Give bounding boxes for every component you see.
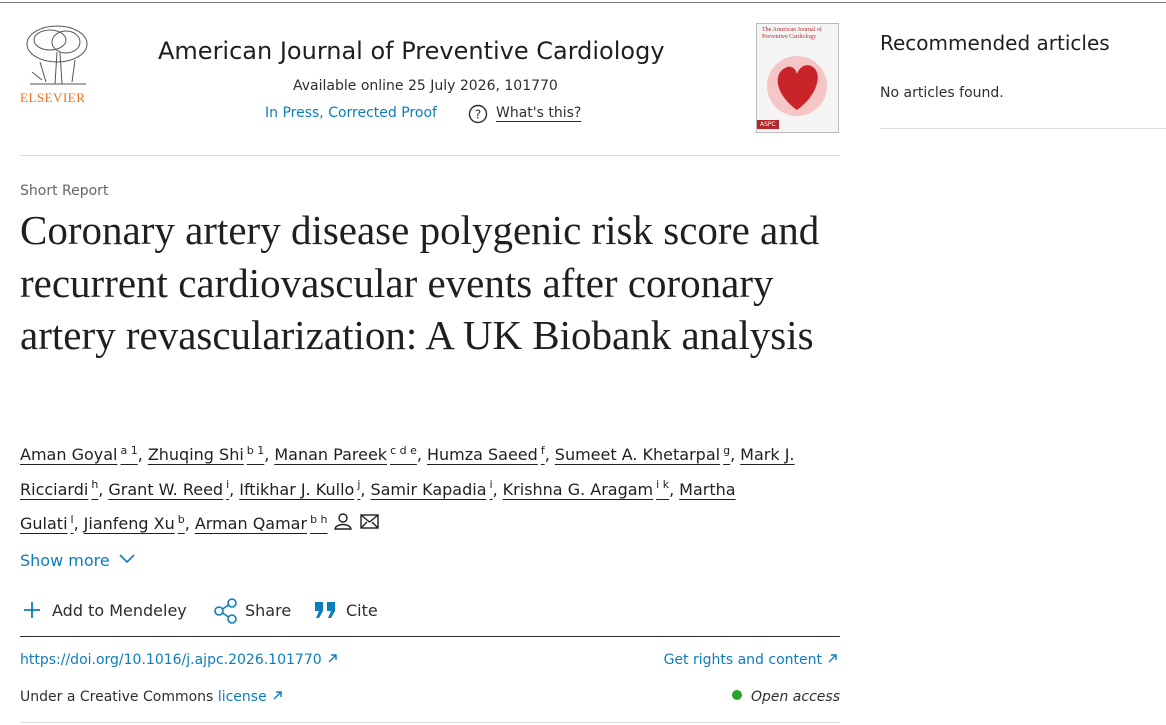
rights-link[interactable]: Get rights and content [664, 652, 840, 668]
top-border [0, 2, 1166, 3]
author-affiliation[interactable]: g [723, 444, 731, 457]
author-name[interactable]: Jianfeng Xu [83, 513, 175, 533]
author-name[interactable]: Zhuqing Shi [147, 445, 244, 465]
author-separator: , [730, 445, 736, 465]
external-icon [273, 691, 282, 700]
author-separator: , [416, 445, 422, 465]
author-separator: , [264, 445, 270, 465]
author-link[interactable]: Sumeet A. Khetarpal g [554, 444, 731, 465]
cover-heart [767, 56, 827, 116]
author-affiliation[interactable]: i [489, 478, 493, 492]
author-affiliation[interactable]: a 1 [120, 444, 138, 457]
author-separator: , [544, 445, 550, 465]
author-affiliation[interactable]: l [70, 512, 74, 526]
action-cite[interactable]: Cite [346, 601, 378, 620]
open-access-dot [731, 690, 742, 700]
author-link[interactable]: Grant W. Reed i [108, 478, 230, 499]
chevron-icon [119, 554, 135, 564]
author-affiliation[interactable]: i k [656, 478, 670, 492]
author-link[interactable]: Samir Kapadia i [370, 478, 493, 499]
journal-cover[interactable]: The American Journal of Preventive Cardi… [756, 23, 839, 133]
author-name[interactable]: Martha Gulati [20, 479, 736, 533]
author-link[interactable]: Mark J. Ricciardi h [20, 445, 795, 498]
action-share[interactable]: Share [245, 601, 292, 620]
bottom-divider [20, 722, 840, 723]
author-affiliation[interactable]: f [540, 444, 545, 457]
article-status: In Press, Corrected Proof [265, 105, 437, 121]
author-name[interactable]: Mark J. Ricciardi [20, 445, 795, 499]
author-link[interactable]: Aman Goyal a 1 [20, 444, 138, 465]
cite-icon [315, 602, 335, 618]
author-name[interactable]: Arman Qamar [194, 513, 308, 533]
open-access-label: Open access [750, 689, 840, 705]
author-link[interactable]: Arman Qamar b h [194, 512, 380, 533]
svg-text:?: ? [475, 108, 481, 122]
author-affiliation[interactable]: c d e [390, 444, 417, 457]
plus-icon [24, 602, 40, 618]
license-line: Under a Creative Commons license [20, 689, 285, 705]
author-icons[interactable] [333, 512, 380, 532]
author-name[interactable]: Iftikhar J. Kullo [239, 479, 355, 499]
show-more-label[interactable]: Show more [20, 551, 110, 570]
author-name[interactable]: Samir Kapadia [370, 479, 487, 499]
author-link[interactable]: Krishna G. Aragam i k [502, 478, 670, 499]
author-affiliation[interactable]: b [177, 512, 185, 526]
available-online: Available online 25 July 2026, 101770 [293, 78, 558, 94]
license-link[interactable]: license [217, 689, 267, 705]
author-name[interactable]: Manan Pareek [274, 445, 388, 465]
author-name[interactable]: Humza Saeed [426, 445, 538, 465]
doi-link[interactable]: https://doi.org/10.1016/j.ajpc.2026.1017… [20, 652, 340, 668]
author-name[interactable]: Sumeet A. Khetarpal [554, 445, 721, 465]
author-affiliation[interactable]: h [91, 478, 99, 492]
author-separator: , [98, 479, 104, 499]
actions-divider [20, 636, 840, 637]
author-name[interactable]: Aman Goyal [20, 445, 118, 465]
author-affiliation[interactable]: b h [310, 512, 328, 526]
cover-title: The American Journal of Preventive Cardi… [762, 27, 822, 40]
author-link[interactable]: Martha Gulati l [20, 480, 736, 533]
author-link[interactable]: Manan Pareek c d e [274, 444, 417, 465]
author-affiliation[interactable]: i [226, 478, 230, 492]
author-separator: , [137, 445, 143, 465]
rights-text[interactable]: Get rights and content [663, 652, 822, 668]
publisher-logo[interactable] [20, 22, 94, 86]
external-icon [328, 654, 337, 663]
sidebar-divider [880, 128, 1166, 129]
share-icon [214, 598, 237, 624]
header-divider [20, 155, 840, 156]
whats-this-link[interactable]: What's this? [496, 105, 582, 121]
author-separator: , [360, 479, 366, 499]
author-name[interactable]: Grant W. Reed [108, 479, 224, 499]
author-separator: , [229, 479, 235, 499]
author-name[interactable]: Krishna G. Aragam [502, 479, 654, 499]
author-separator: , [669, 479, 675, 499]
cover-badge: ASPC [757, 120, 779, 129]
open-access: Open access [731, 689, 840, 705]
action-mendeley[interactable]: Add to Mendeley [52, 601, 187, 620]
journal-title[interactable]: American Journal of Preventive Cardiolog… [158, 37, 665, 65]
author-affiliation[interactable]: j [357, 478, 361, 492]
article-type: Short Report [20, 183, 109, 199]
author-separator: , [184, 513, 190, 533]
show-more[interactable]: Show more [20, 551, 138, 570]
author-link[interactable]: Iftikhar J. Kullo j [239, 478, 361, 499]
sidebar-empty: No articles found. [880, 85, 1004, 101]
publisher-name: ELSEVIER [20, 90, 86, 105]
help-icon: ? [468, 104, 488, 124]
author-link[interactable]: Zhuqing Shi b 1 [147, 444, 265, 465]
doi-text[interactable]: https://doi.org/10.1016/j.ajpc.2026.1017… [20, 652, 322, 668]
author-link[interactable]: Jianfeng Xu b [83, 512, 185, 533]
author-separator: , [492, 479, 498, 499]
author-separator: , [73, 513, 79, 533]
article-title: Coronary artery disease polygenic risk s… [20, 207, 820, 358]
author-list: Aman Goyal a 1, Zhuqing Shi b 1, Manan Paree… [20, 436, 820, 539]
license-prefix: Under a Creative Commons [20, 689, 214, 705]
external-icon [828, 654, 837, 663]
author-affiliation[interactable]: b 1 [246, 444, 265, 457]
sidebar-title: Recommended articles [880, 31, 1110, 55]
author-link[interactable]: Humza Saeed f [426, 444, 545, 465]
